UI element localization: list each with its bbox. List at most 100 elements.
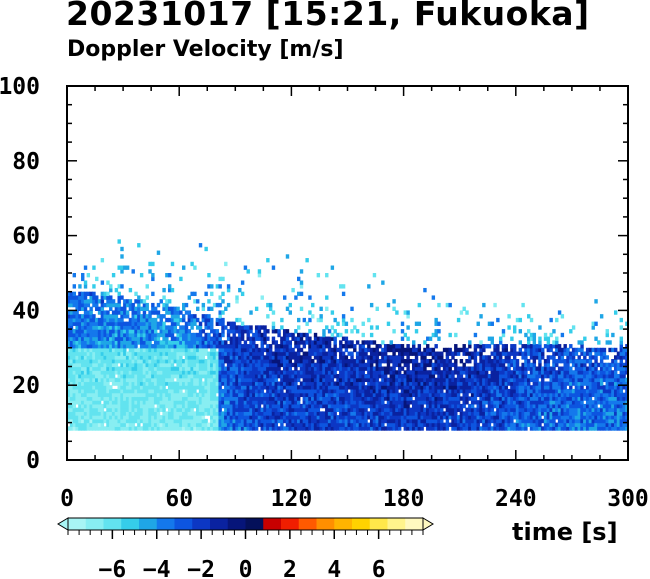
heatmap-cell — [120, 392, 124, 398]
heatmap-cell — [386, 385, 391, 390]
heatmap-cell — [510, 415, 514, 420]
heatmap-cell — [81, 273, 85, 278]
heatmap-cell — [81, 347, 85, 353]
heatmap-cell — [277, 373, 281, 379]
heatmap-cell — [555, 351, 559, 356]
heatmap-cell — [361, 321, 365, 326]
heatmap-cell — [546, 359, 551, 364]
heatmap-cell — [69, 385, 74, 390]
heatmap-cell — [288, 415, 292, 420]
heatmap-cell — [532, 400, 537, 405]
heatmap-cell — [459, 359, 464, 364]
heatmap-cell — [95, 400, 99, 405]
heatmap-cell — [83, 366, 88, 371]
heatmap-cell — [364, 366, 368, 371]
heatmap-cell — [240, 388, 245, 394]
heatmap-cell — [327, 373, 332, 379]
heatmap-cell — [131, 396, 135, 401]
heatmap-cell — [336, 321, 340, 326]
heatmap-cell — [448, 362, 452, 368]
heatmap-cell — [148, 269, 152, 274]
heatmap-cell — [229, 336, 234, 341]
heatmap-cell — [232, 351, 236, 356]
heatmap-cell — [69, 396, 74, 401]
heatmap-cell — [128, 344, 133, 349]
heatmap-cell — [165, 381, 169, 386]
heatmap-cell — [440, 392, 444, 398]
heatmap-cell — [128, 396, 133, 401]
heatmap-cell — [103, 385, 107, 390]
heatmap-cell — [212, 340, 217, 345]
heatmap-cell — [305, 381, 309, 386]
heatmap-cell — [106, 280, 110, 285]
heatmap-cell — [462, 362, 466, 368]
heatmap-cell — [139, 362, 144, 368]
heatmap-cell — [75, 422, 79, 427]
heatmap-cell — [282, 426, 287, 431]
heatmap-cell — [137, 407, 141, 412]
heatmap-cell — [311, 403, 315, 409]
heatmap-cell — [560, 385, 565, 390]
heatmap-cell — [529, 351, 534, 356]
heatmap-cell — [212, 426, 217, 431]
heatmap-cell — [198, 332, 203, 338]
heatmap-cell — [165, 396, 169, 401]
heatmap-cell — [496, 373, 500, 379]
heatmap-cell — [420, 403, 424, 409]
heatmap-cell — [83, 306, 88, 311]
heatmap-cell — [585, 426, 590, 431]
heatmap-cell — [100, 396, 105, 401]
heatmap-cell — [333, 396, 337, 401]
heatmap-cell — [378, 344, 382, 349]
heatmap-cell — [271, 265, 276, 270]
heatmap-cell — [336, 422, 340, 427]
heatmap-cell — [176, 314, 180, 319]
heatmap-cell — [75, 370, 79, 375]
heatmap-cell — [201, 385, 206, 390]
heatmap-cell — [305, 422, 309, 427]
heatmap-cell — [330, 407, 335, 412]
heatmap-cell — [538, 422, 542, 427]
heatmap-cell — [254, 370, 259, 375]
heatmap-cell — [358, 426, 363, 431]
heatmap-cell — [510, 381, 514, 386]
heatmap-cell — [566, 400, 570, 405]
heatmap-cell — [243, 373, 248, 379]
heatmap-cell — [257, 273, 262, 278]
heatmap-cell — [294, 362, 298, 368]
heatmap-cell — [212, 347, 217, 353]
heatmap-cell — [201, 366, 206, 371]
heatmap-cell — [224, 411, 228, 416]
heatmap-cell — [100, 329, 105, 334]
heatmap-cell — [260, 411, 264, 416]
heatmap-cell — [451, 403, 455, 409]
heatmap-cell — [240, 329, 245, 334]
heatmap-cell — [162, 407, 166, 412]
heatmap-cell — [294, 392, 298, 398]
heatmap-cell — [490, 377, 494, 383]
heatmap-cell — [212, 362, 217, 368]
heatmap-cell — [513, 355, 517, 360]
heatmap-cell — [529, 403, 534, 409]
heatmap-cell — [120, 388, 124, 394]
heatmap-cell — [563, 344, 567, 349]
heatmap-cell — [358, 418, 363, 424]
heatmap-cell — [72, 351, 77, 356]
heatmap-cell — [557, 385, 562, 390]
heatmap-cell — [515, 400, 520, 405]
heatmap-cell — [372, 366, 377, 371]
heatmap-cell — [476, 351, 480, 356]
heatmap-cell — [100, 314, 105, 319]
heatmap-cell — [238, 418, 242, 424]
heatmap-cell — [423, 373, 427, 379]
heatmap-cell — [254, 426, 259, 431]
heatmap-cell — [397, 385, 402, 390]
heatmap-cell — [369, 415, 374, 420]
heatmap-cell — [316, 385, 321, 390]
heatmap-cell — [541, 381, 545, 386]
heatmap-cell — [341, 284, 346, 289]
heatmap-cell — [476, 370, 480, 375]
heatmap-cell — [305, 403, 309, 409]
heatmap-cell — [238, 347, 242, 353]
heatmap-cell — [322, 422, 326, 427]
